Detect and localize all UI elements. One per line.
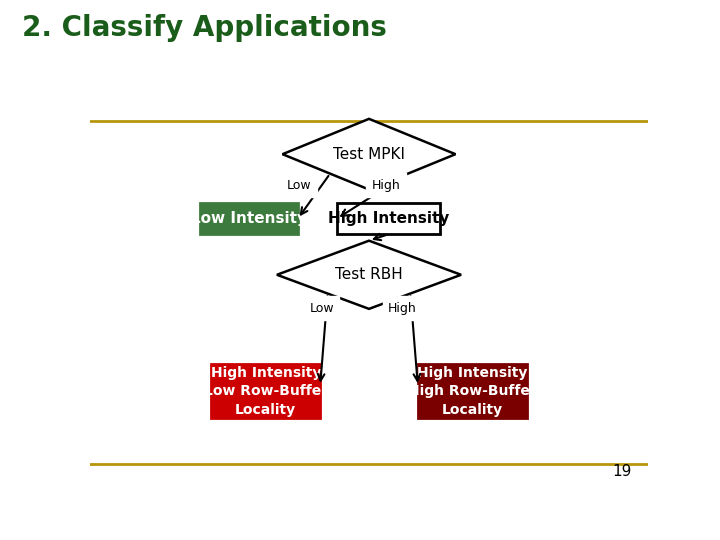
- Text: High: High: [372, 179, 400, 192]
- Text: High Intensity: High Intensity: [328, 211, 449, 226]
- Text: High: High: [388, 301, 417, 314]
- Text: 2. Classify Applications: 2. Classify Applications: [22, 14, 387, 42]
- Text: Low: Low: [310, 301, 334, 314]
- Bar: [200, 203, 298, 234]
- Bar: [418, 364, 526, 418]
- Text: 19: 19: [612, 463, 631, 478]
- Text: High Intensity
Low Row-Buffer
Locality: High Intensity Low Row-Buffer Locality: [204, 366, 328, 416]
- Text: Low: Low: [287, 179, 312, 192]
- Text: Low Intensity: Low Intensity: [191, 211, 307, 226]
- Text: Test MPKI: Test MPKI: [333, 147, 405, 161]
- Bar: [212, 364, 320, 418]
- Text: Test RBH: Test RBH: [335, 267, 403, 282]
- Bar: [337, 203, 440, 234]
- Text: High Intensity
High Row-Buffer
Locality: High Intensity High Row-Buffer Locality: [408, 366, 536, 416]
- Polygon shape: [277, 241, 461, 309]
- Polygon shape: [282, 119, 456, 190]
